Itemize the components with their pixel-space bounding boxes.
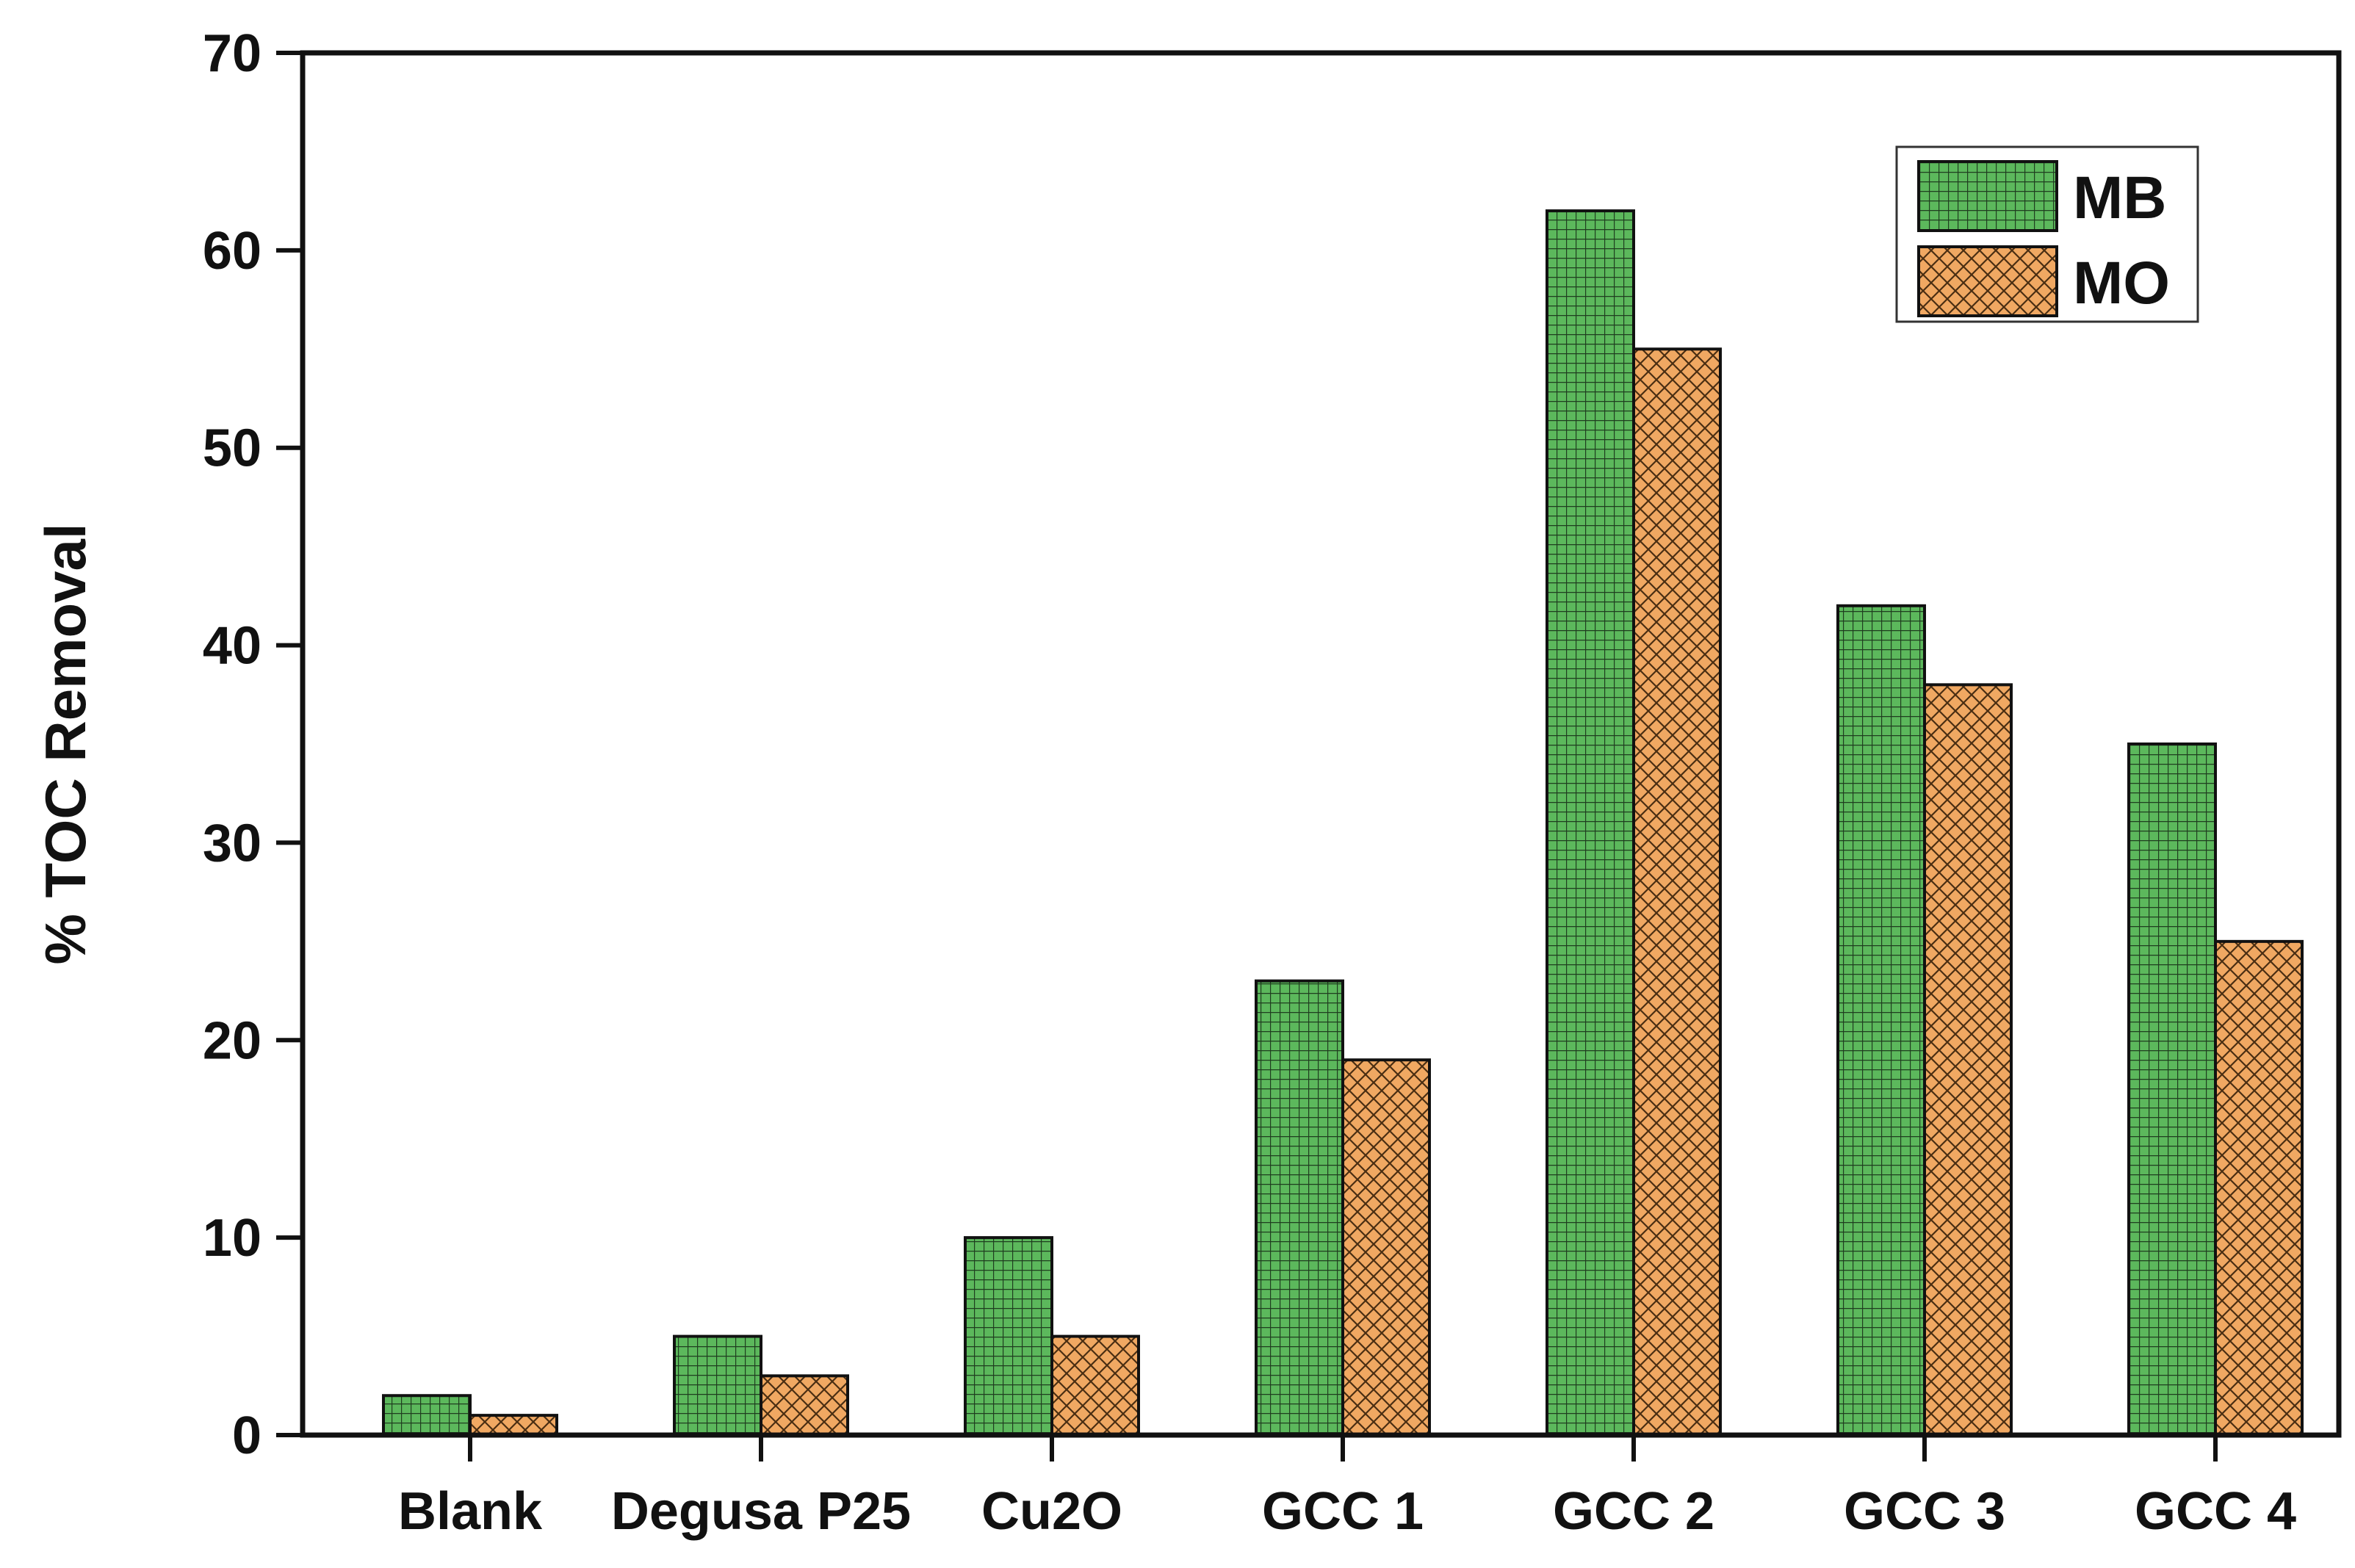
bar-mb-degusa-p25 [673,1334,762,1437]
x-tick-label-blank: Blank [398,1482,543,1541]
plot-frame [300,50,2342,1438]
x-tick-label-gcc-3: GCC 3 [1844,1482,2005,1541]
bar-mb-cu2o [964,1236,1053,1437]
y-tick-label-50: 50 [203,419,262,478]
legend-swatch-mo [1917,245,2058,317]
x-tick-label-gcc-2: GCC 2 [1553,1482,1714,1541]
x-axis: Blank Degusa P25 Cu2O GCC 1 GCC 2 GCC 3 GCC 4 [398,1435,2296,1541]
y-tick-label-10: 10 [203,1209,262,1268]
bar-mo-blank [469,1414,558,1437]
bar-mb-gcc-3 [1836,604,1926,1437]
y-tick-label-70: 70 [203,24,262,83]
legend-label-mo: MO [2073,250,2170,317]
legend: MB MO [1895,145,2199,323]
y-tick-label-0: 0 [232,1406,262,1465]
legend-label-mb: MB [2073,165,2167,231]
y-tick-label-60: 60 [203,222,262,281]
y-axis: 0 10 20 30 40 50 60 70 [203,24,303,1465]
bar-mo-gcc-3 [1923,683,2013,1437]
x-tick-label-gcc-4: GCC 4 [2135,1482,2296,1541]
y-tick-label-30: 30 [203,814,262,872]
bar-mo-gcc-4 [2214,939,2304,1437]
y-axis-title: % TOC Removal [33,523,98,964]
bar-mb-blank [382,1394,472,1437]
bars-group [382,209,2304,1437]
y-tick-label-20: 20 [203,1011,262,1070]
bar-mo-cu2o [1050,1334,1140,1437]
x-tick-label-degusa-p25: Degusa P25 [611,1482,911,1541]
bar-mo-gcc-2 [1632,347,1722,1437]
x-tick-label-gcc-1: GCC 1 [1262,1482,1424,1541]
bar-mo-gcc-1 [1341,1058,1431,1437]
bar-mb-gcc-2 [1546,209,1635,1437]
bar-mb-gcc-1 [1255,979,1344,1437]
bar-mo-degusa-p25 [760,1374,849,1437]
y-tick-label-40: 40 [203,617,262,676]
x-tick-label-cu2o: Cu2O [981,1482,1122,1541]
bar-mb-gcc-4 [2127,743,2217,1437]
legend-swatch-mb [1917,160,2058,232]
